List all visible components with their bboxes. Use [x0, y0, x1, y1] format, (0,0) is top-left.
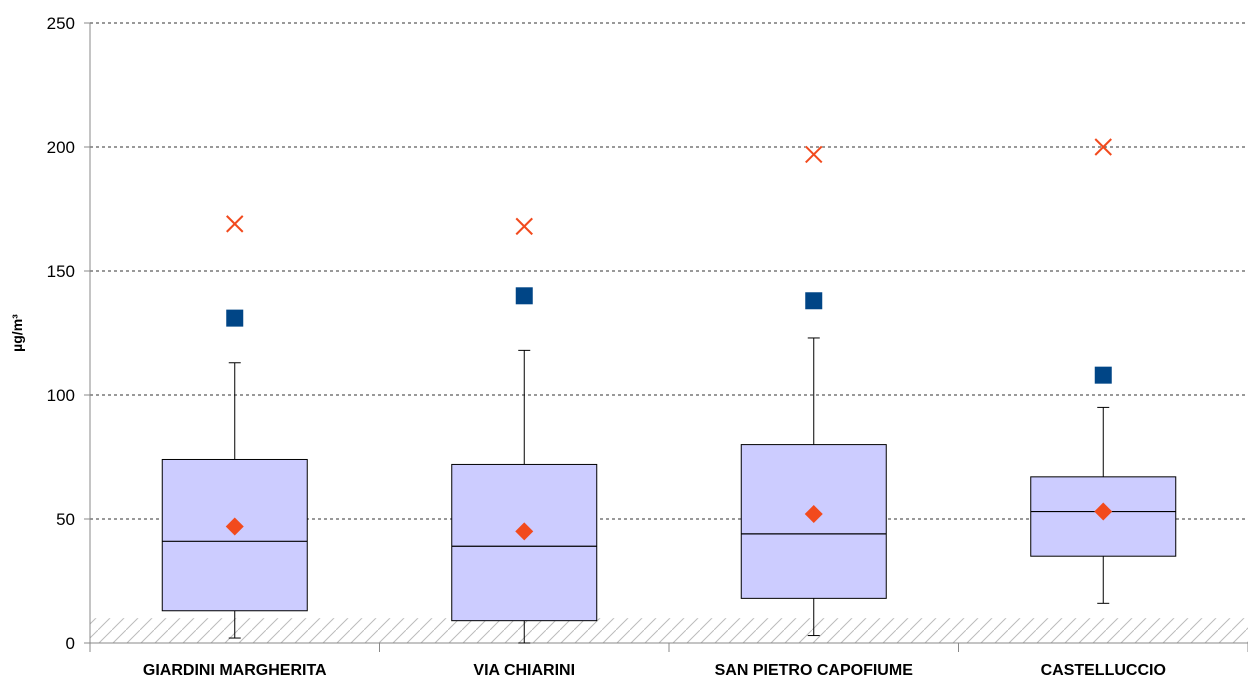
- box-iqr: [451, 463, 598, 622]
- x-marker: [515, 217, 533, 236]
- square-marker: [805, 292, 823, 310]
- hatched-threshold-band: [90, 618, 1248, 643]
- y-axis-title: µg/m³: [9, 314, 25, 352]
- x-marker: [226, 215, 244, 233]
- mean-diamond: [1094, 502, 1113, 521]
- y-tick-label: 200: [47, 138, 75, 157]
- mean-diamond: [225, 517, 244, 536]
- x-marker-stroke: [515, 217, 533, 236]
- y-tick-label: 250: [47, 14, 75, 33]
- square-marker: [1094, 366, 1112, 384]
- square-marker: [226, 309, 244, 327]
- x-marker-stroke: [1094, 138, 1112, 156]
- x-marker-stroke: [805, 145, 823, 164]
- mean-diamond: [804, 505, 823, 524]
- category-label: SAN PIETRO CAPOFIUME: [715, 662, 914, 679]
- y-tick-label: 0: [66, 634, 75, 653]
- category-label: GIARDINI MARGHERITA: [143, 662, 327, 679]
- x-marker-stroke: [226, 215, 244, 233]
- y-tick-label: 100: [47, 386, 75, 405]
- x-marker: [805, 145, 823, 164]
- square-marker: [515, 287, 533, 305]
- category-label: VIA CHIARINI: [473, 662, 575, 679]
- category-label: CASTELLUCCIO: [1041, 662, 1166, 679]
- x-marker: [1094, 138, 1112, 156]
- y-tick-label: 150: [47, 262, 75, 281]
- y-tick-label: 50: [56, 510, 75, 529]
- mean-diamond: [515, 522, 534, 541]
